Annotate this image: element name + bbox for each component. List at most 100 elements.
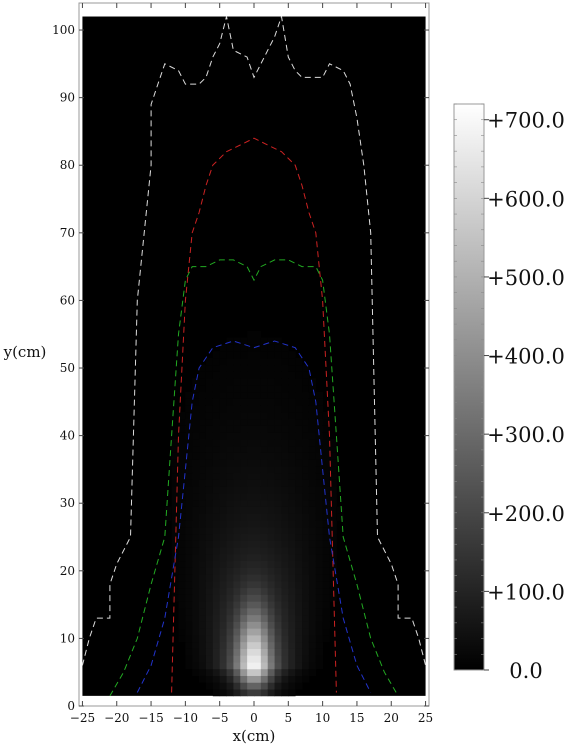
heatmap-cell	[192, 472, 200, 480]
heatmap-cell	[281, 641, 289, 649]
heatmap-cell	[226, 668, 234, 676]
heatmap-cell	[240, 560, 248, 568]
heatmap-cell	[212, 614, 221, 622]
heatmap-cell	[288, 445, 296, 453]
heatmap-cell	[281, 371, 289, 379]
heatmap-cell	[260, 635, 269, 643]
contour-line-4	[136, 340, 372, 693]
heatmap-cell	[192, 567, 200, 575]
heatmap-cell	[219, 445, 227, 453]
heatmap-cell	[199, 445, 207, 453]
heatmap-cell	[315, 391, 324, 399]
heatmap-cell	[178, 513, 186, 521]
heatmap-cell	[302, 594, 310, 602]
heatmap-cell	[171, 587, 179, 595]
heatmap-cell	[247, 587, 255, 595]
heatmap-cell	[247, 391, 255, 399]
heatmap-cell	[219, 391, 227, 399]
heatmap-cell	[322, 560, 330, 568]
heatmap-cell	[254, 418, 262, 426]
contour-line-1	[81, 16, 427, 666]
heatmap-cell	[212, 364, 221, 372]
heatmap-cell	[322, 547, 330, 555]
heatmap-cell	[205, 601, 214, 609]
heatmap-cell	[260, 655, 269, 663]
heatmap-cell	[219, 452, 227, 460]
heatmap-cell	[288, 452, 296, 460]
heatmap-cell	[205, 466, 214, 474]
heatmap-cell	[254, 682, 262, 690]
y-tick-label: 10	[60, 631, 75, 645]
heatmap-cell	[302, 526, 310, 535]
heatmap-cell	[254, 493, 262, 501]
heatmap-cell	[240, 486, 248, 494]
heatmap-cell	[185, 560, 193, 568]
heatmap-cell	[260, 459, 269, 467]
heatmap-cell	[212, 391, 221, 399]
y-axis-label: y(cm)	[3, 343, 47, 361]
heatmap-cell	[254, 439, 262, 447]
heatmap-cell	[219, 574, 227, 582]
heatmap-cell	[302, 587, 310, 595]
heatmap-cell	[226, 560, 234, 568]
heatmap-cell	[329, 445, 337, 453]
heatmap-cell	[260, 641, 269, 649]
heatmap-cell	[240, 574, 248, 582]
heatmap-cell	[192, 540, 200, 548]
heatmap-cell	[164, 506, 173, 514]
heatmap-cell	[302, 533, 310, 541]
heatmap-cell	[281, 493, 289, 501]
heatmap-cell	[260, 357, 269, 366]
heatmap-cell	[288, 628, 296, 636]
heatmap-cell	[219, 493, 227, 501]
heatmap-cell	[267, 621, 275, 629]
heatmap-cell	[247, 580, 255, 589]
heatmap-cell	[212, 574, 221, 582]
heatmap-cell	[260, 479, 269, 487]
heatmap-cell	[219, 635, 227, 643]
heatmap-cell	[267, 445, 275, 453]
heatmap-cell	[212, 682, 221, 690]
heatmap-cell	[302, 635, 310, 643]
heatmap-cell	[226, 614, 234, 622]
heatmap-cell	[171, 459, 179, 467]
heatmap-cell	[240, 472, 248, 480]
heatmap-cell	[205, 540, 214, 548]
heatmap-cell	[254, 628, 262, 636]
heatmap-cell	[233, 466, 241, 474]
heatmap-cell	[192, 547, 200, 555]
heatmap-cell	[302, 662, 310, 670]
heatmap-cell	[178, 580, 186, 589]
heatmap-cell	[315, 411, 324, 420]
heatmap-cell	[205, 580, 214, 589]
heatmap-cell	[178, 635, 186, 643]
y-tick-label: 80	[60, 158, 75, 172]
heatmap-cell	[205, 662, 214, 670]
y-tick-label: 50	[60, 361, 75, 375]
heatmap-cell	[240, 655, 248, 663]
heatmap-cell	[274, 337, 282, 345]
heatmap-cell	[281, 384, 289, 393]
heatmap-cell	[254, 614, 262, 622]
heatmap-cell	[171, 493, 179, 501]
colorbar-tick-label: 0.0	[509, 659, 542, 683]
heatmap-cell	[295, 614, 303, 622]
heatmap-cell	[247, 506, 255, 514]
heatmap-cell	[274, 391, 282, 399]
heatmap-cell	[274, 607, 282, 616]
heatmap-cell	[254, 553, 262, 562]
heatmap-cell	[192, 466, 200, 474]
heatmap-cell	[274, 493, 282, 501]
heatmap-cell	[199, 425, 207, 433]
heatmap-cell	[295, 594, 303, 602]
heatmap-cell	[254, 648, 262, 656]
heatmap-cell	[274, 682, 282, 690]
heatmap-cell	[295, 378, 303, 386]
x-tick-label: 20	[384, 711, 399, 725]
heatmap-cell	[233, 689, 241, 697]
heatmap-cell	[322, 635, 330, 643]
heatmap-cell	[322, 621, 330, 629]
heatmap-cell	[260, 533, 269, 541]
heatmap-cell	[205, 425, 214, 433]
heatmap-cell	[254, 560, 262, 568]
